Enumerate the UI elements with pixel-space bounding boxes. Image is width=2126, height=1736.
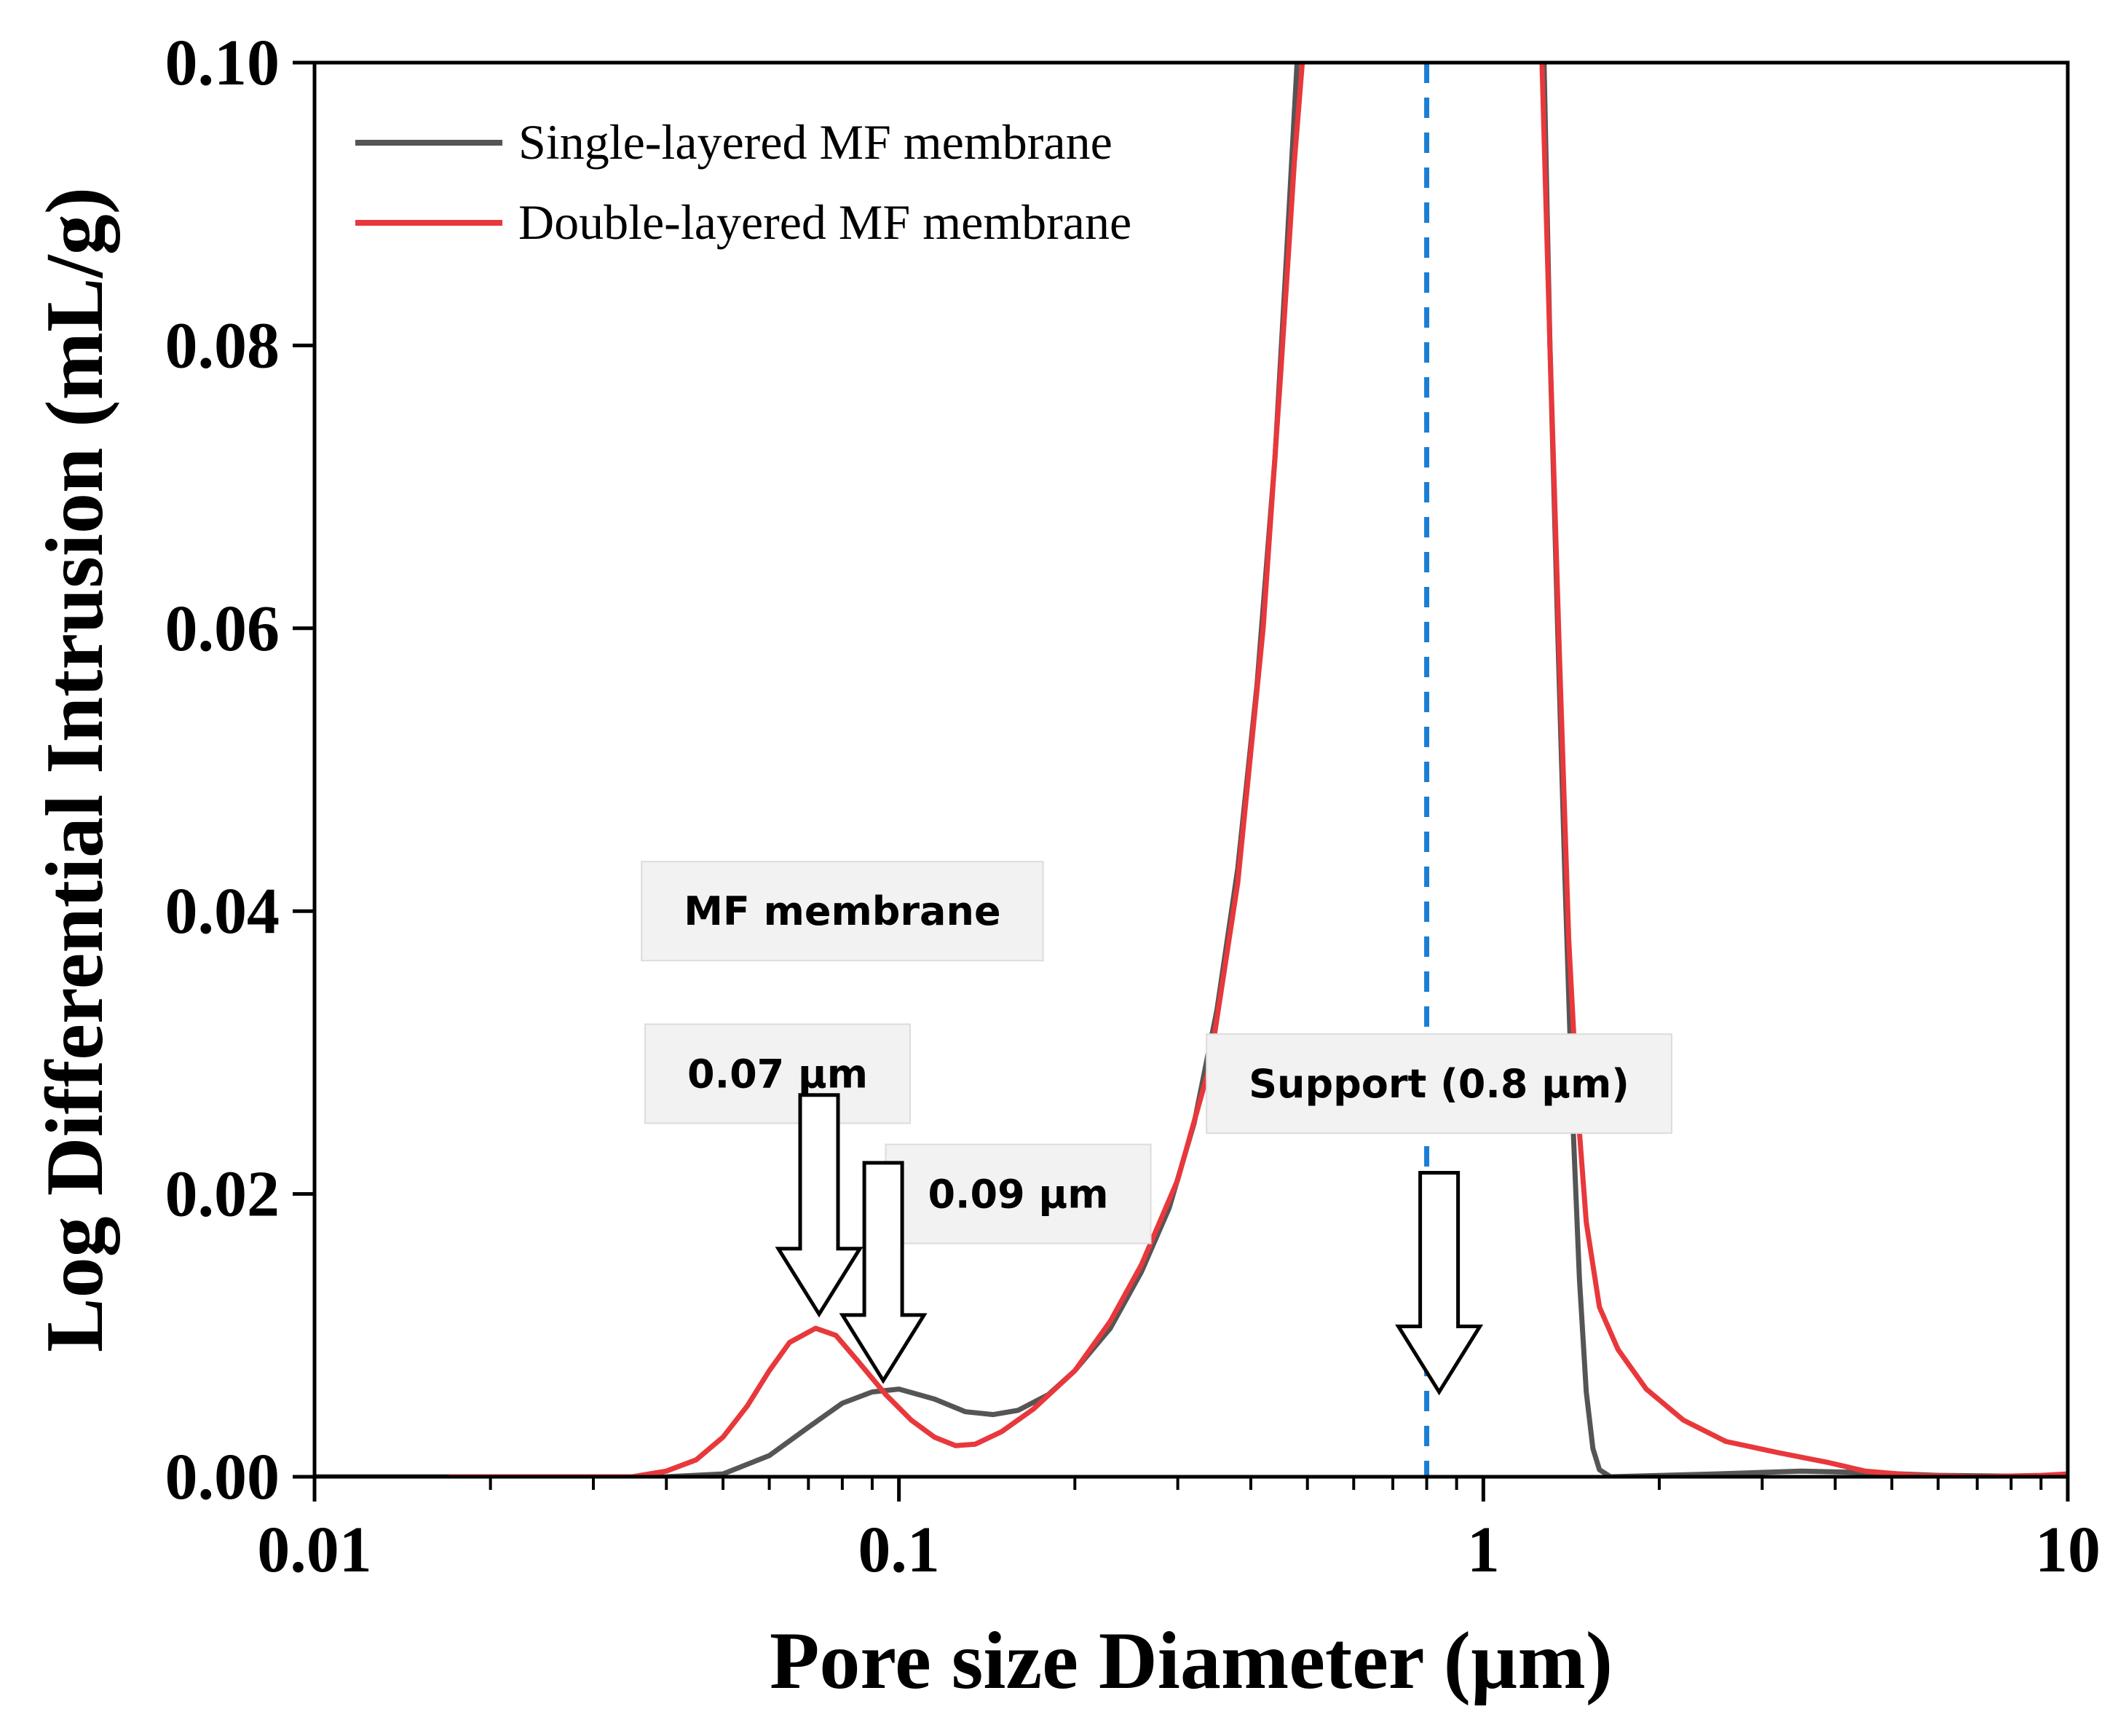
annotations-layer: MF membrane 0.07 µm 0.09 µm Support (0.8 µm… bbox=[641, 861, 1672, 1396]
x-axis-title: Pore size Diameter (µm) bbox=[770, 1616, 1613, 1706]
annotation-label: MF membrane bbox=[684, 888, 1000, 934]
annotation-label: 0.09 µm bbox=[928, 1172, 1108, 1218]
annotation-box: Support (0.8 µm) bbox=[1206, 1033, 1672, 1135]
annotation-box: 0.09 µm bbox=[885, 1143, 1152, 1244]
series-line-1 bbox=[315, 62, 2068, 1478]
y-tick-label: 0.00 bbox=[165, 1441, 280, 1513]
annotation-box: MF membrane bbox=[641, 861, 1044, 962]
annotation-label: Support (0.8 µm) bbox=[1249, 1061, 1629, 1107]
y-tick-label: 0.10 bbox=[165, 27, 280, 99]
arrow-down-icon bbox=[775, 1093, 864, 1318]
series-layer bbox=[315, 62, 2068, 1478]
y-tick-label: 0.08 bbox=[165, 309, 280, 382]
plot-frame bbox=[312, 60, 2070, 1479]
x-tick-label: 0.1 bbox=[858, 1514, 940, 1586]
series-line-2 bbox=[449, 62, 2068, 1478]
annotation-label: 0.07 µm bbox=[687, 1052, 868, 1097]
annotation-box: 0.07 µm bbox=[644, 1023, 912, 1124]
x-tick-label: 10 bbox=[2035, 1514, 2101, 1586]
y-axis-title: Log Differential Intrusion (mL/g) bbox=[30, 187, 120, 1352]
y-tick-label: 0.04 bbox=[165, 875, 280, 947]
axis-tick-labels: 0.00 0.02 0.04 0.06 0.08 0.10 0.01 0.1 1 10 bbox=[165, 27, 2101, 1586]
legend-label: Single-layered MF membrane bbox=[518, 114, 1113, 170]
legend-label: Double-layered MF membrane bbox=[518, 194, 1131, 250]
axis-ticks bbox=[293, 60, 2070, 1502]
x-tick-label: 0.01 bbox=[257, 1514, 372, 1586]
x-tick-label: 1 bbox=[1467, 1514, 1500, 1586]
y-tick-label: 0.06 bbox=[165, 593, 280, 665]
legend: Single-layered MF membrane Double-layered… bbox=[355, 114, 1131, 250]
arrow-down-icon bbox=[839, 1161, 928, 1384]
arrow-down-icon bbox=[1395, 1171, 1484, 1396]
y-tick-label: 0.02 bbox=[165, 1159, 280, 1231]
